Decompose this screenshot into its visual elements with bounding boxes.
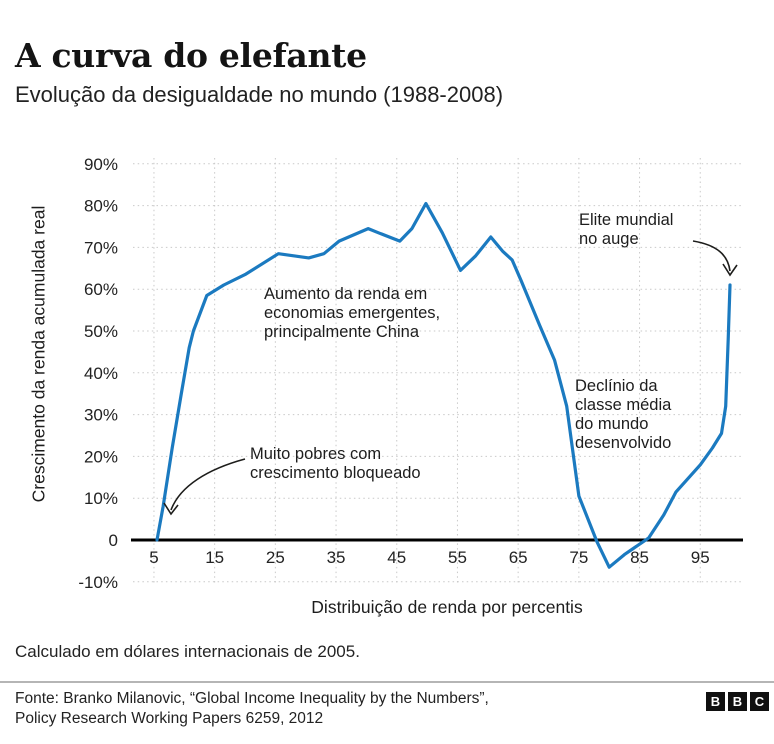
y-tick-label: 70% (84, 238, 118, 257)
annotation-arrow-elite (692, 240, 731, 272)
page-subtitle: Evolução da desigualdade no mundo (1988-… (15, 82, 504, 107)
annotation-poor: Muito pobres com crescimento bloqueado (250, 445, 421, 482)
y-tick-label: 50% (84, 322, 118, 341)
bbc-logo: B B C (706, 692, 769, 711)
x-tick-label: 65 (509, 548, 528, 567)
x-tick-label: 55 (448, 548, 467, 567)
y-tick-label: 30% (84, 406, 118, 425)
annotation-arrow-poor (170, 458, 246, 511)
y-tick-label: 80% (84, 197, 118, 216)
source-credit: Fonte: Branko Milanovic, “Global Income … (15, 690, 489, 727)
y-tick-label: 60% (84, 280, 118, 299)
annotation-arrow-poor-head (163, 502, 179, 516)
y-tick-label: 40% (84, 364, 118, 383)
y-axis-title: Crescimento da renda acumulada real (28, 205, 49, 503)
x-axis-title: Distribuição de renda por percentis (311, 597, 583, 617)
y-tick-label: -10% (78, 573, 118, 592)
page-title: A curva do elefante (15, 36, 367, 75)
bbc-logo-block-c: C (750, 692, 769, 711)
annotation-middle: Declínio da classe média do mundo desenv… (575, 377, 672, 452)
annotation-emerging: Aumento da renda em economias emergentes… (264, 285, 441, 341)
footnote: Calculado em dólares internacionais de 2… (15, 642, 360, 661)
y-tick-label: 20% (84, 447, 118, 466)
bbc-logo-block-b2: B (728, 692, 747, 711)
y-tick-label: 90% (84, 155, 118, 174)
y-tick-label: 0 (109, 531, 118, 550)
annotation-arrow-elite-head (722, 263, 738, 277)
x-tick-label: 45 (387, 548, 406, 567)
elephant-curve-line (155, 201, 732, 569)
x-tick-label: 25 (266, 548, 285, 567)
x-tick-label: 35 (327, 548, 346, 567)
annotation-elite: Elite mundial no auge (579, 211, 674, 248)
x-tick-label: 85 (630, 548, 649, 567)
x-tick-label: 5 (149, 548, 158, 567)
x-tick-label: 15 (205, 548, 224, 567)
x-tick-label: 75 (569, 548, 588, 567)
bbc-logo-block-b1: B (706, 692, 725, 711)
x-tick-label: 95 (691, 548, 710, 567)
footer-divider (0, 681, 774, 683)
y-tick-label: 10% (84, 489, 118, 508)
